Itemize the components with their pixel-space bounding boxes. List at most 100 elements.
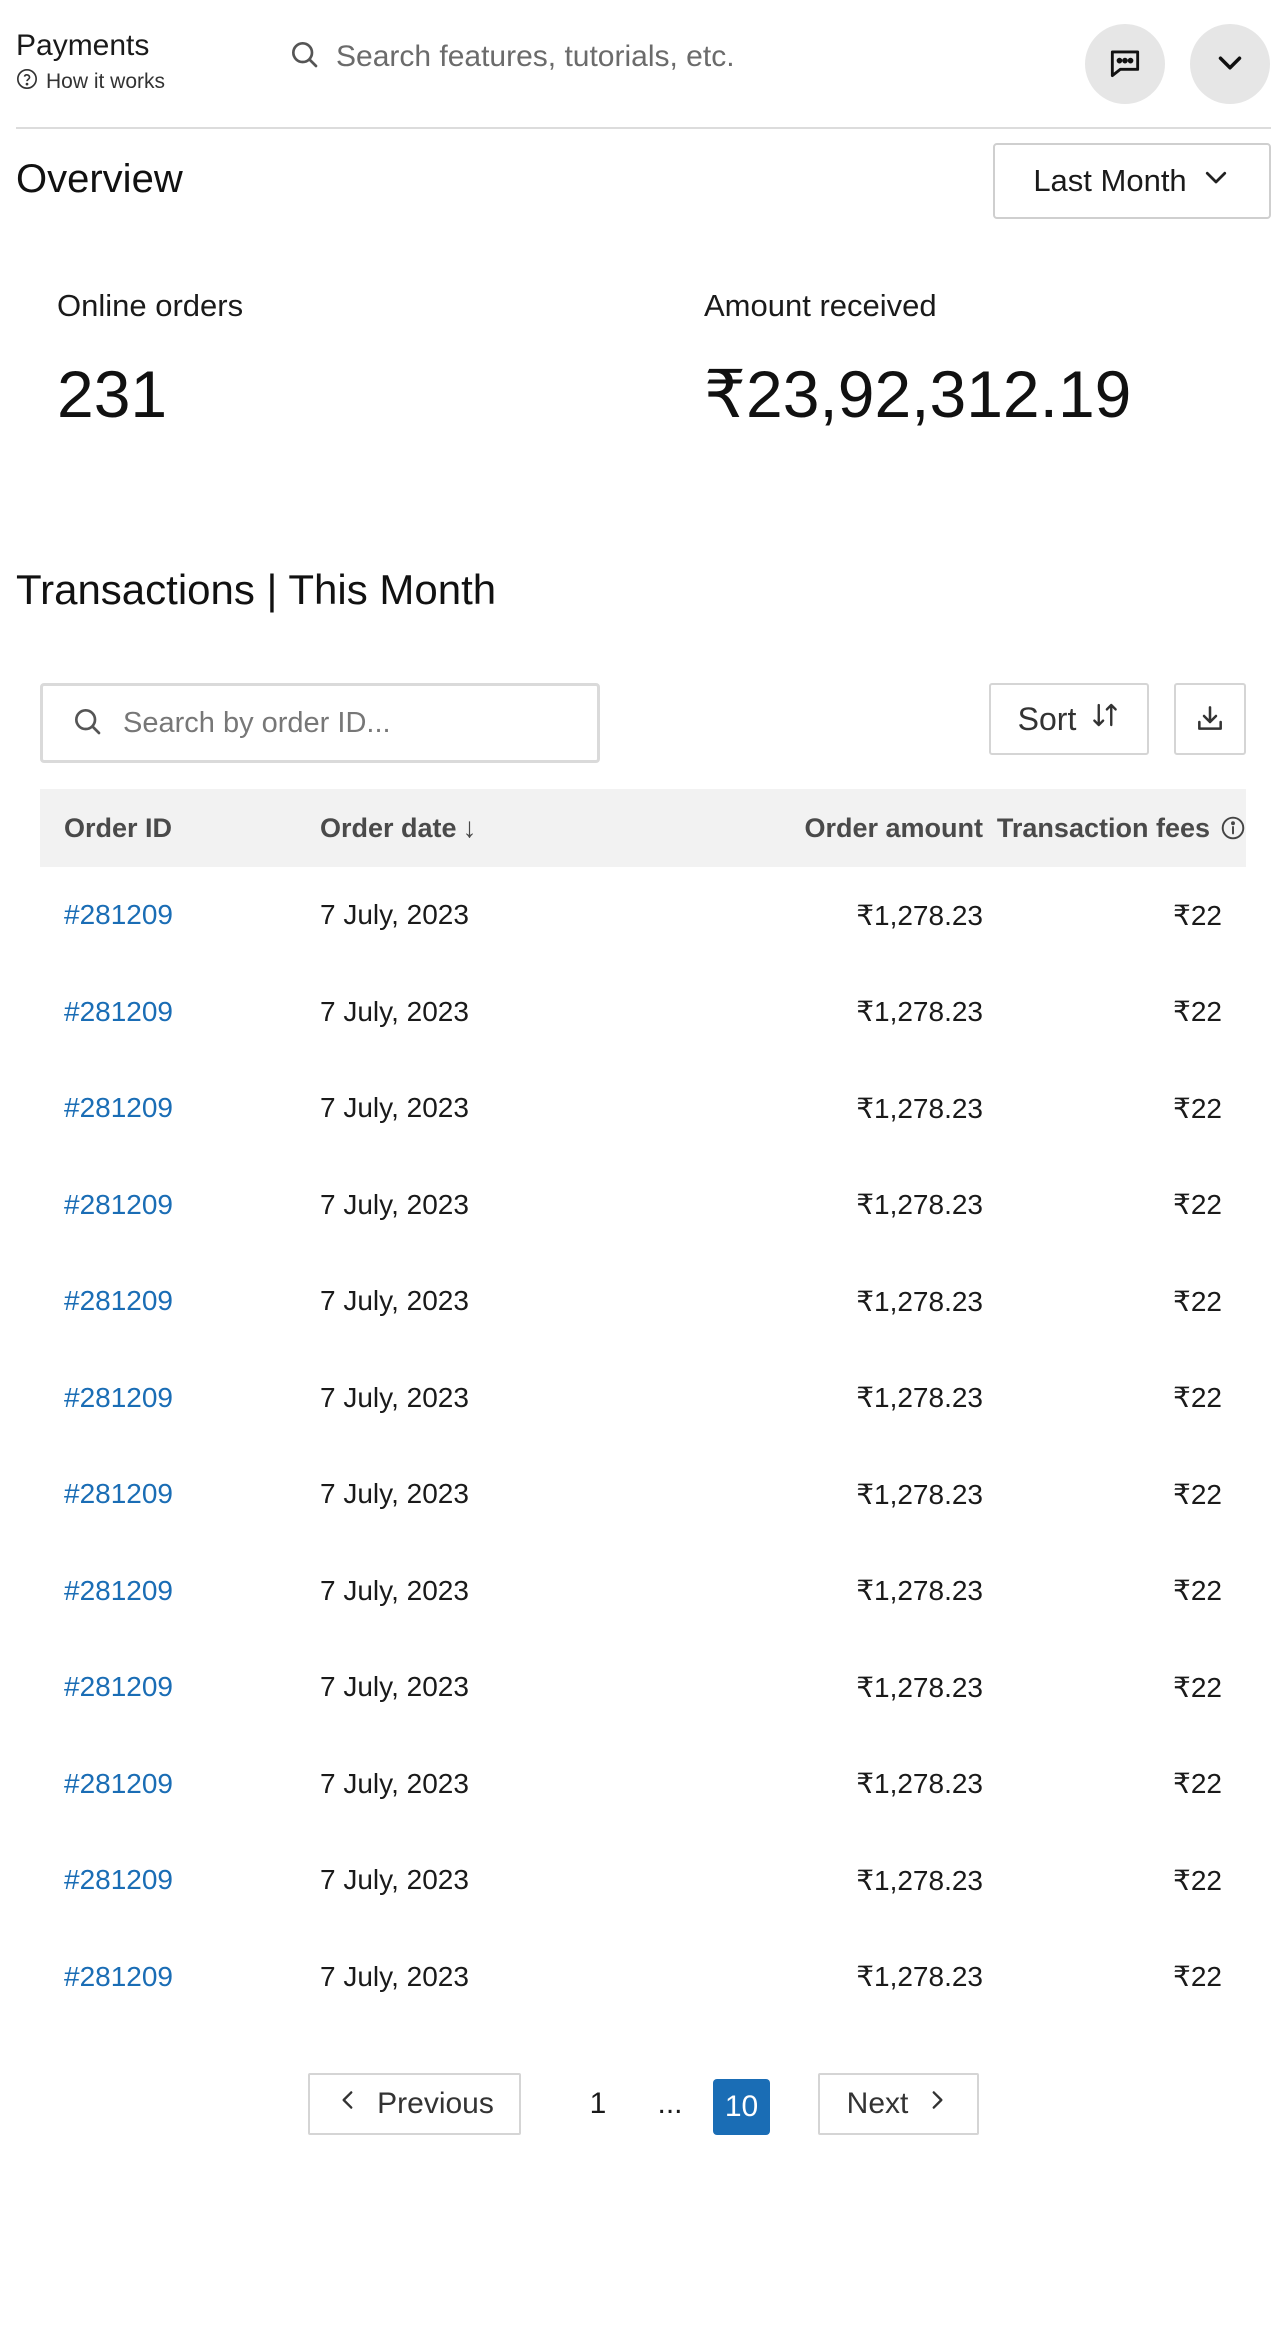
order-date-cell: 7 July, 2023 <box>320 1285 469 1317</box>
order-id-link[interactable]: #281209 <box>64 1574 174 1606</box>
order-id-link[interactable]: #281209 <box>64 899 174 931</box>
order-id-link[interactable]: #281209 <box>64 1478 174 1510</box>
order-amount-cell: ₹1,278.23 <box>856 1092 983 1124</box>
next-label: Next <box>846 2087 909 2120</box>
order-amount-cell: ₹1,278.23 <box>856 1768 983 1800</box>
order-search-input[interactable] <box>123 706 583 740</box>
how-it-works-link[interactable]: How it works <box>16 68 165 96</box>
table-row[interactable]: #281209 7 July, 2023 ₹1,278.23 ₹22 <box>40 1350 1246 1447</box>
header-divider <box>16 127 1271 129</box>
search-icon <box>288 38 320 75</box>
table-body: #281209 7 July, 2023 ₹1,278.23 ₹22 #281209 7 … <box>40 867 1246 2025</box>
transaction-fees-cell: ₹22 <box>1173 1671 1222 1703</box>
order-amount-cell: ₹1,278.23 <box>856 1189 983 1221</box>
order-id-link[interactable]: #281209 <box>64 1671 174 1703</box>
stat-online-orders: Online orders 231 <box>57 288 243 432</box>
previous-page-button[interactable]: Previous <box>308 2073 521 2135</box>
order-id-link[interactable]: #281209 <box>64 1767 174 1799</box>
order-amount-cell: ₹1,278.23 <box>856 1478 983 1510</box>
table-row[interactable]: #281209 7 July, 2023 ₹1,278.23 ₹22 <box>40 1060 1246 1157</box>
sort-button[interactable]: Sort <box>989 683 1149 755</box>
help-circle-icon <box>16 68 38 96</box>
order-date-cell: 7 July, 2023 <box>320 1767 469 1799</box>
stat-label: Amount received <box>704 288 937 323</box>
order-id-link[interactable]: #281209 <box>64 1188 174 1220</box>
order-amount-cell: ₹1,278.23 <box>856 1285 983 1317</box>
global-search-input[interactable] <box>336 39 936 74</box>
sort-arrows-icon <box>1090 700 1120 738</box>
chevron-right-icon <box>924 2087 950 2121</box>
transactions-title: Transactions | This Month <box>16 566 497 613</box>
order-date-cell: 7 July, 2023 <box>320 1381 469 1413</box>
stat-value: 231 <box>57 357 168 431</box>
table-row[interactable]: #281209 7 July, 2023 ₹1,278.23 ₹22 <box>40 1736 1246 1833</box>
transaction-fees-cell: ₹22 <box>1173 1382 1222 1414</box>
transaction-fees-cell: ₹22 <box>1173 1768 1222 1800</box>
column-header-order-amount[interactable]: Order amount <box>804 812 983 843</box>
column-header-transaction-fees[interactable]: Transaction fees <box>983 813 1246 844</box>
transaction-fees-cell: ₹22 <box>1173 1092 1222 1124</box>
order-id-link[interactable]: #281209 <box>64 995 174 1027</box>
column-header-transaction-fees-label: Transaction fees <box>996 812 1210 843</box>
order-amount-cell: ₹1,278.23 <box>856 996 983 1028</box>
account-menu-button[interactable] <box>1190 24 1270 104</box>
top-header: Payments How it works <box>0 0 1280 129</box>
transactions-table: Order ID Order date ↓ Order amount Trans… <box>40 789 1246 2025</box>
chevron-down-icon <box>1201 162 1231 200</box>
stat-value: ₹23,92,312.19 <box>704 357 1132 431</box>
table-row[interactable]: #281209 7 July, 2023 ₹1,278.23 ₹22 <box>40 1832 1246 1929</box>
order-date-cell: 7 July, 2023 <box>320 1960 469 1992</box>
pagination: Previous 1 ... 10 Next <box>0 2073 1280 2135</box>
period-dropdown[interactable]: Last Month <box>993 143 1271 219</box>
chat-icon <box>1106 44 1144 85</box>
chat-button[interactable] <box>1085 24 1165 104</box>
order-amount-cell: ₹1,278.23 <box>856 1864 983 1896</box>
order-search <box>40 683 600 763</box>
order-date-cell: 7 July, 2023 <box>320 1671 469 1703</box>
table-row[interactable]: #281209 7 July, 2023 ₹1,278.23 ₹22 <box>40 1446 1246 1543</box>
info-icon[interactable] <box>1220 815 1246 841</box>
download-icon <box>1194 702 1226 737</box>
chevron-left-icon <box>335 2087 361 2121</box>
column-header-order-date-label: Order date <box>320 812 457 843</box>
order-id-link[interactable]: #281209 <box>64 1285 174 1317</box>
order-date-cell: 7 July, 2023 <box>320 899 469 931</box>
transaction-fees-cell: ₹22 <box>1173 1189 1222 1221</box>
page-number-first[interactable]: 1 <box>589 2087 607 2120</box>
order-amount-cell: ₹1,278.23 <box>856 1671 983 1703</box>
table-row[interactable]: #281209 7 July, 2023 ₹1,278.23 ₹22 <box>40 1253 1246 1350</box>
table-row[interactable]: #281209 7 July, 2023 ₹1,278.23 ₹22 <box>40 1639 1246 1736</box>
order-id-link[interactable]: #281209 <box>64 1381 174 1413</box>
order-id-link[interactable]: #281209 <box>64 1864 174 1896</box>
page-number-current[interactable]: 10 <box>713 2079 770 2135</box>
column-header-order-date[interactable]: Order date ↓ <box>320 812 640 844</box>
download-button[interactable] <box>1174 683 1246 755</box>
column-header-order-id[interactable]: Order ID <box>64 812 173 843</box>
table-row[interactable]: #281209 7 July, 2023 ₹1,278.23 ₹22 <box>40 1157 1246 1254</box>
table-row[interactable]: #281209 7 July, 2023 ₹1,278.23 ₹22 <box>40 964 1246 1061</box>
order-date-cell: 7 July, 2023 <box>320 1574 469 1606</box>
table-row[interactable]: #281209 7 July, 2023 ₹1,278.23 ₹22 <box>40 1929 1246 2026</box>
period-dropdown-value: Last Month <box>1033 163 1187 198</box>
how-it-works-label: How it works <box>46 70 166 93</box>
brand-block: Payments How it works <box>16 28 165 96</box>
transaction-fees-cell: ₹22 <box>1173 1961 1222 1993</box>
order-id-link[interactable]: #281209 <box>64 1092 174 1124</box>
previous-label: Previous <box>377 2087 494 2120</box>
search-icon <box>71 705 103 742</box>
transaction-fees-cell: ₹22 <box>1173 1575 1222 1607</box>
transaction-fees-cell: ₹22 <box>1173 996 1222 1028</box>
order-date-cell: 7 July, 2023 <box>320 995 469 1027</box>
stat-label: Online orders <box>57 288 244 323</box>
table-row[interactable]: #281209 7 July, 2023 ₹1,278.23 ₹22 <box>40 1543 1246 1640</box>
transaction-fees-cell: ₹22 <box>1173 1285 1222 1317</box>
page-section-title: Payments <box>16 29 150 62</box>
page-ellipsis: ... <box>657 2087 683 2120</box>
table-row[interactable]: #281209 7 July, 2023 ₹1,278.23 ₹22 <box>40 867 1246 964</box>
order-date-cell: 7 July, 2023 <box>320 1864 469 1896</box>
order-id-link[interactable]: #281209 <box>64 1960 174 1992</box>
order-amount-cell: ₹1,278.23 <box>856 899 983 931</box>
order-amount-cell: ₹1,278.23 <box>856 1382 983 1414</box>
next-page-button[interactable]: Next <box>818 2073 979 2135</box>
transaction-fees-cell: ₹22 <box>1173 1478 1222 1510</box>
